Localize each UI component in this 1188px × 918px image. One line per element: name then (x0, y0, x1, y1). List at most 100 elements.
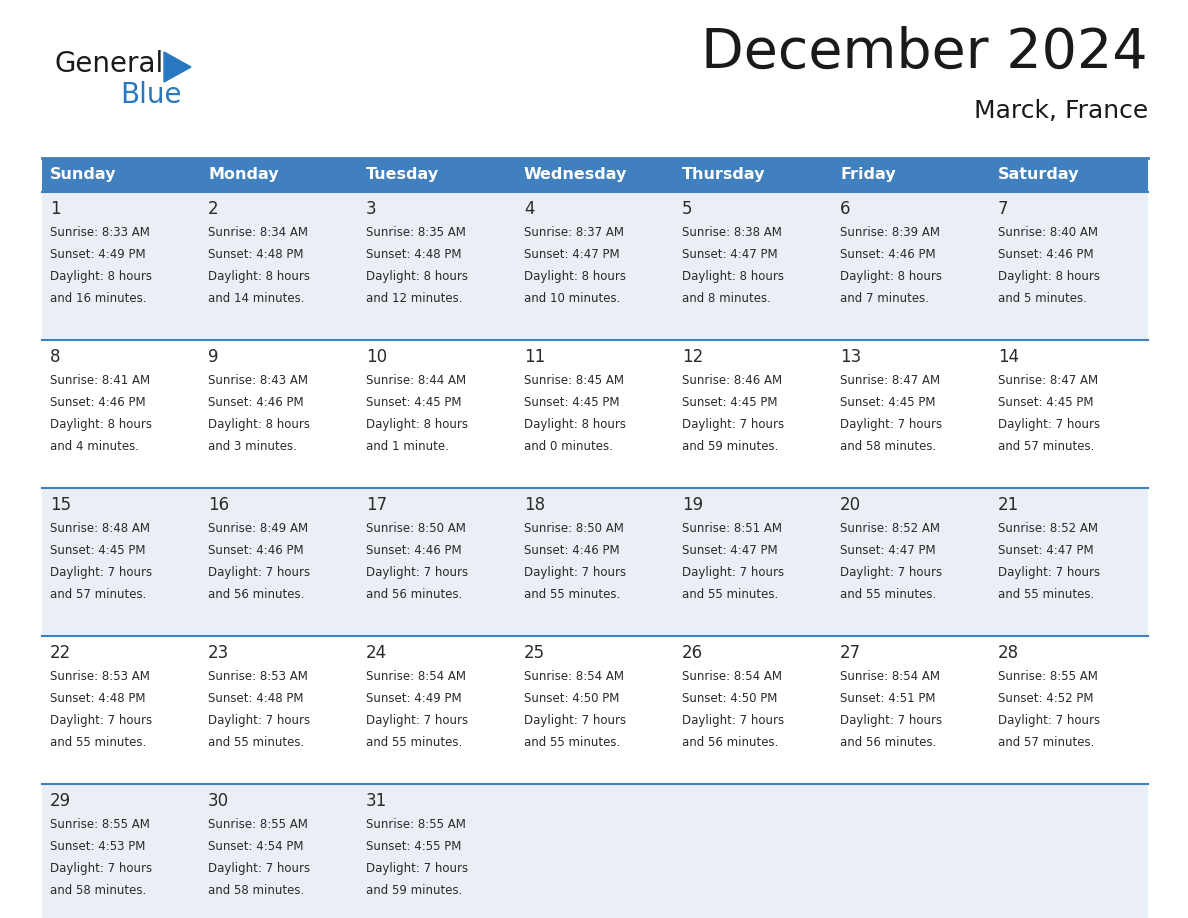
Text: Sunrise: 8:52 AM: Sunrise: 8:52 AM (840, 522, 940, 535)
Text: Sunrise: 8:50 AM: Sunrise: 8:50 AM (366, 522, 466, 535)
Text: 19: 19 (682, 496, 703, 514)
Text: Sunrise: 8:52 AM: Sunrise: 8:52 AM (998, 522, 1098, 535)
Text: Daylight: 8 hours: Daylight: 8 hours (208, 270, 310, 283)
Text: 10: 10 (366, 348, 387, 366)
Text: and 58 minutes.: and 58 minutes. (840, 440, 936, 453)
Text: Daylight: 7 hours: Daylight: 7 hours (682, 566, 784, 579)
Text: and 55 minutes.: and 55 minutes. (524, 736, 620, 749)
Bar (990, 192, 1148, 340)
Text: Sunrise: 8:40 AM: Sunrise: 8:40 AM (998, 226, 1098, 239)
Text: and 5 minutes.: and 5 minutes. (998, 292, 1087, 305)
Text: 26: 26 (682, 644, 703, 662)
Text: Sunset: 4:48 PM: Sunset: 4:48 PM (366, 248, 461, 261)
Text: and 58 minutes.: and 58 minutes. (50, 884, 146, 897)
Text: Daylight: 7 hours: Daylight: 7 hours (366, 714, 468, 727)
Bar (832, 488, 990, 636)
Text: 21: 21 (998, 496, 1019, 514)
Bar (42, 192, 200, 340)
Bar (200, 636, 358, 784)
Bar (516, 158, 674, 192)
Text: 11: 11 (524, 348, 545, 366)
Text: Sunrise: 8:53 AM: Sunrise: 8:53 AM (208, 670, 308, 683)
Bar (42, 636, 200, 784)
Text: Daylight: 8 hours: Daylight: 8 hours (682, 270, 784, 283)
Bar (200, 192, 358, 340)
Text: Friday: Friday (840, 167, 896, 183)
Text: Marck, France: Marck, France (974, 99, 1148, 123)
Text: Daylight: 7 hours: Daylight: 7 hours (208, 566, 310, 579)
Bar (200, 158, 358, 192)
Text: Sunrise: 8:55 AM: Sunrise: 8:55 AM (208, 818, 308, 831)
Text: Daylight: 7 hours: Daylight: 7 hours (208, 714, 310, 727)
Bar (832, 784, 990, 918)
Text: Sunrise: 8:47 AM: Sunrise: 8:47 AM (998, 374, 1098, 387)
Text: Sunset: 4:46 PM: Sunset: 4:46 PM (208, 544, 304, 557)
Text: Sunset: 4:47 PM: Sunset: 4:47 PM (682, 544, 778, 557)
Bar (990, 636, 1148, 784)
Text: Daylight: 7 hours: Daylight: 7 hours (50, 566, 152, 579)
Text: 23: 23 (208, 644, 229, 662)
Bar (516, 488, 674, 636)
Text: Sunset: 4:49 PM: Sunset: 4:49 PM (366, 692, 462, 705)
Bar (674, 488, 832, 636)
Bar (200, 784, 358, 918)
Text: and 56 minutes.: and 56 minutes. (366, 588, 462, 601)
Text: Daylight: 7 hours: Daylight: 7 hours (998, 418, 1100, 431)
Text: Sunrise: 8:54 AM: Sunrise: 8:54 AM (840, 670, 940, 683)
Text: Daylight: 7 hours: Daylight: 7 hours (682, 418, 784, 431)
Text: and 55 minutes.: and 55 minutes. (682, 588, 778, 601)
Text: Daylight: 7 hours: Daylight: 7 hours (524, 714, 626, 727)
Text: 17: 17 (366, 496, 387, 514)
Text: Sunset: 4:51 PM: Sunset: 4:51 PM (840, 692, 935, 705)
Bar (990, 784, 1148, 918)
Text: 20: 20 (840, 496, 861, 514)
Text: 13: 13 (840, 348, 861, 366)
Text: Sunset: 4:45 PM: Sunset: 4:45 PM (366, 396, 461, 409)
Text: Daylight: 7 hours: Daylight: 7 hours (50, 862, 152, 875)
Text: Sunset: 4:46 PM: Sunset: 4:46 PM (524, 544, 620, 557)
Bar (358, 192, 516, 340)
Text: Sunrise: 8:48 AM: Sunrise: 8:48 AM (50, 522, 150, 535)
Bar (358, 784, 516, 918)
Text: 1: 1 (50, 200, 61, 218)
Text: and 56 minutes.: and 56 minutes. (208, 588, 304, 601)
Bar (358, 488, 516, 636)
Text: Sunday: Sunday (50, 167, 116, 183)
Text: Sunrise: 8:45 AM: Sunrise: 8:45 AM (524, 374, 624, 387)
Text: 16: 16 (208, 496, 229, 514)
Bar (990, 488, 1148, 636)
Text: Sunrise: 8:55 AM: Sunrise: 8:55 AM (50, 818, 150, 831)
Text: 8: 8 (50, 348, 61, 366)
Bar (42, 784, 200, 918)
Bar (200, 488, 358, 636)
Text: Sunset: 4:47 PM: Sunset: 4:47 PM (524, 248, 620, 261)
Text: Sunset: 4:46 PM: Sunset: 4:46 PM (208, 396, 304, 409)
Text: Sunset: 4:45 PM: Sunset: 4:45 PM (998, 396, 1093, 409)
Text: and 12 minutes.: and 12 minutes. (366, 292, 462, 305)
Text: Sunset: 4:53 PM: Sunset: 4:53 PM (50, 840, 145, 853)
Text: Sunset: 4:50 PM: Sunset: 4:50 PM (524, 692, 619, 705)
Text: 24: 24 (366, 644, 387, 662)
Bar (358, 340, 516, 488)
Text: Monday: Monday (208, 167, 279, 183)
Bar (358, 158, 516, 192)
Text: and 59 minutes.: and 59 minutes. (366, 884, 462, 897)
Text: 30: 30 (208, 792, 229, 810)
Text: 22: 22 (50, 644, 71, 662)
Text: Daylight: 8 hours: Daylight: 8 hours (840, 270, 942, 283)
Text: Sunrise: 8:38 AM: Sunrise: 8:38 AM (682, 226, 782, 239)
Text: 29: 29 (50, 792, 71, 810)
Bar (358, 636, 516, 784)
Bar (516, 784, 674, 918)
Text: 31: 31 (366, 792, 387, 810)
Text: and 57 minutes.: and 57 minutes. (998, 440, 1094, 453)
Text: 3: 3 (366, 200, 377, 218)
Text: Daylight: 7 hours: Daylight: 7 hours (682, 714, 784, 727)
Text: Daylight: 7 hours: Daylight: 7 hours (840, 566, 942, 579)
Text: Sunset: 4:47 PM: Sunset: 4:47 PM (682, 248, 778, 261)
Text: and 57 minutes.: and 57 minutes. (998, 736, 1094, 749)
Text: and 57 minutes.: and 57 minutes. (50, 588, 146, 601)
Text: and 55 minutes.: and 55 minutes. (998, 588, 1094, 601)
Text: 7: 7 (998, 200, 1009, 218)
Bar (516, 340, 674, 488)
